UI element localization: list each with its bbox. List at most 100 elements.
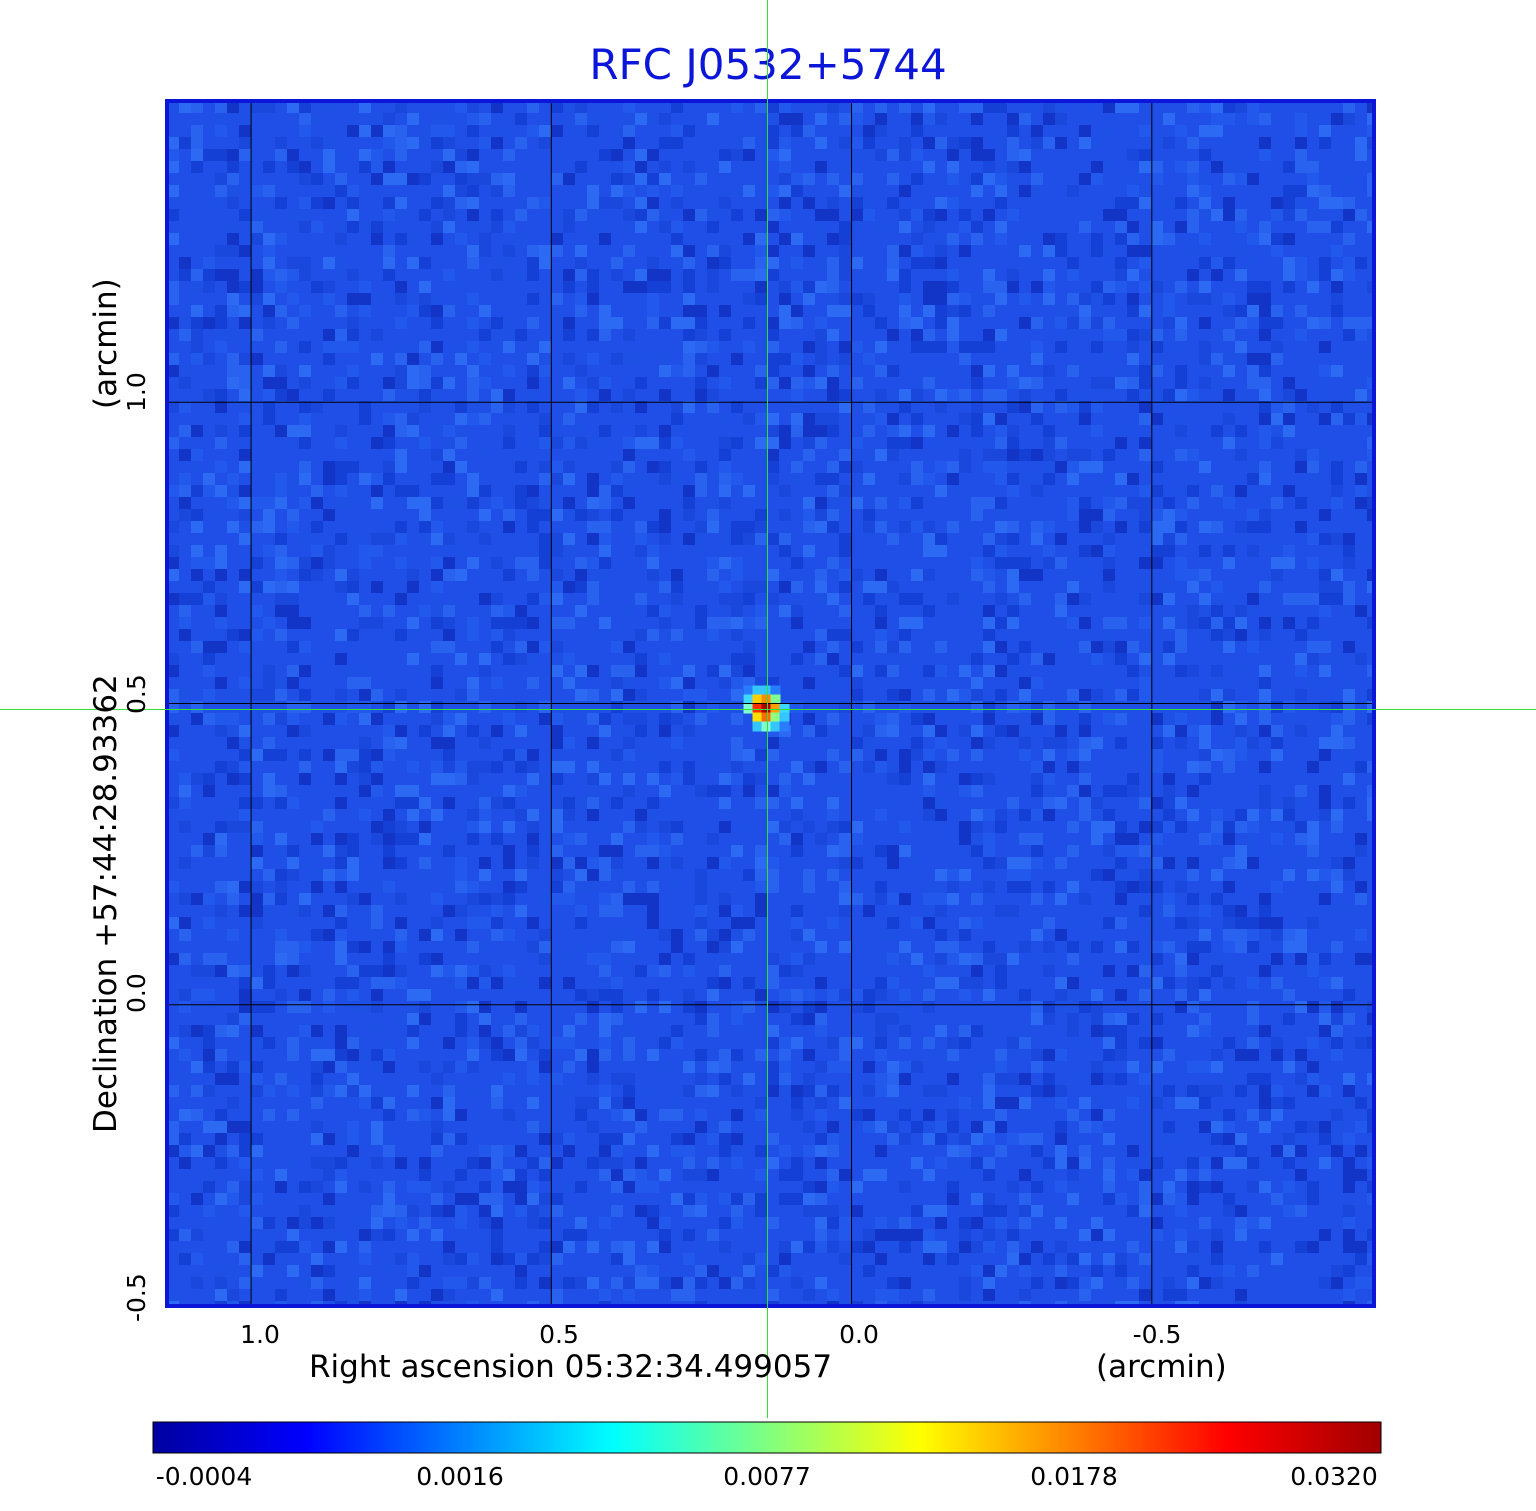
noise-pixel — [623, 1181, 635, 1193]
noise-pixel — [311, 497, 323, 509]
noise-pixel — [731, 593, 743, 605]
noise-pixel — [731, 917, 743, 929]
noise-pixel — [335, 953, 347, 965]
noise-pixel — [479, 797, 491, 809]
noise-pixel — [1319, 1001, 1331, 1013]
noise-pixel — [1043, 881, 1055, 893]
noise-pixel — [1139, 1097, 1151, 1109]
source-pixel — [770, 685, 781, 696]
noise-pixel — [1343, 557, 1355, 569]
noise-pixel — [1151, 977, 1163, 989]
noise-pixel — [1091, 521, 1103, 533]
noise-pixel — [1079, 317, 1091, 329]
noise-pixel — [1211, 581, 1223, 593]
noise-pixel — [215, 341, 227, 353]
noise-pixel — [275, 389, 287, 401]
noise-pixel — [1079, 1229, 1091, 1241]
noise-pixel — [1055, 857, 1067, 869]
noise-pixel — [707, 569, 719, 581]
noise-pixel — [359, 905, 371, 917]
noise-pixel — [1019, 701, 1031, 713]
noise-pixel — [587, 1121, 599, 1133]
noise-pixel — [1235, 449, 1247, 461]
noise-pixel — [911, 521, 923, 533]
noise-pixel — [371, 785, 383, 797]
noise-pixel — [1151, 533, 1163, 545]
noise-pixel — [1115, 785, 1127, 797]
noise-pixel — [1235, 437, 1247, 449]
noise-pixel — [707, 929, 719, 941]
noise-pixel — [983, 1073, 995, 1085]
noise-pixel — [659, 281, 671, 293]
noise-pixel — [599, 389, 611, 401]
noise-pixel — [923, 965, 935, 977]
noise-pixel — [179, 785, 191, 797]
noise-pixel — [491, 725, 503, 737]
noise-pixel — [695, 1205, 707, 1217]
noise-pixel — [1019, 677, 1031, 689]
noise-pixel — [731, 713, 743, 725]
noise-pixel — [1319, 581, 1331, 593]
noise-pixel — [935, 869, 947, 881]
noise-pixel — [539, 533, 551, 545]
noise-pixel — [251, 209, 263, 221]
noise-pixel — [1139, 197, 1151, 209]
noise-pixel — [443, 1037, 455, 1049]
noise-pixel — [683, 125, 695, 137]
noise-pixel — [443, 197, 455, 209]
noise-pixel — [875, 401, 887, 413]
noise-pixel — [215, 197, 227, 209]
noise-pixel — [827, 461, 839, 473]
noise-pixel — [407, 1001, 419, 1013]
noise-pixel — [251, 1025, 263, 1037]
noise-pixel — [251, 101, 263, 113]
noise-pixel — [515, 701, 527, 713]
noise-pixel — [263, 749, 275, 761]
noise-pixel — [1331, 461, 1343, 473]
noise-pixel — [839, 389, 851, 401]
noise-pixel — [899, 137, 911, 149]
noise-pixel — [719, 509, 731, 521]
noise-pixel — [1019, 1025, 1031, 1037]
noise-pixel — [1103, 329, 1115, 341]
noise-pixel — [1043, 1085, 1055, 1097]
noise-pixel — [899, 113, 911, 125]
noise-pixel — [743, 413, 755, 425]
noise-pixel — [767, 593, 779, 605]
noise-pixel — [239, 377, 251, 389]
noise-pixel — [1235, 1301, 1247, 1306]
noise-pixel — [1139, 821, 1151, 833]
noise-pixel — [167, 149, 179, 161]
noise-pixel — [1163, 713, 1175, 725]
noise-pixel — [839, 269, 851, 281]
noise-pixel — [875, 713, 887, 725]
noise-pixel — [815, 473, 827, 485]
noise-pixel — [203, 989, 215, 1001]
noise-pixel — [1151, 737, 1163, 749]
noise-pixel — [299, 413, 311, 425]
noise-pixel — [479, 1277, 491, 1289]
noise-pixel — [1283, 701, 1295, 713]
noise-pixel — [707, 977, 719, 989]
noise-pixel — [983, 1061, 995, 1073]
noise-pixel — [863, 1001, 875, 1013]
noise-pixel — [527, 1157, 539, 1169]
noise-pixel — [467, 473, 479, 485]
noise-pixel — [695, 893, 707, 905]
noise-pixel — [959, 917, 971, 929]
noise-pixel — [455, 857, 467, 869]
noise-pixel — [1115, 1073, 1127, 1085]
noise-pixel — [755, 137, 767, 149]
noise-pixel — [503, 881, 515, 893]
noise-pixel — [851, 101, 863, 113]
noise-pixel — [275, 629, 287, 641]
noise-pixel — [1283, 1061, 1295, 1073]
noise-pixel — [899, 269, 911, 281]
noise-pixel — [215, 1109, 227, 1121]
noise-pixel — [227, 1265, 239, 1277]
noise-pixel — [671, 941, 683, 953]
noise-pixel — [719, 245, 731, 257]
noise-pixel — [1091, 545, 1103, 557]
noise-pixel — [419, 605, 431, 617]
